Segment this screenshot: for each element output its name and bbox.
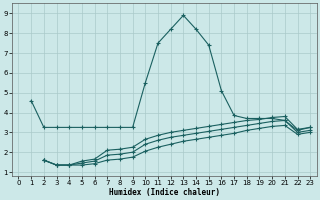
X-axis label: Humidex (Indice chaleur): Humidex (Indice chaleur) (109, 188, 220, 197)
